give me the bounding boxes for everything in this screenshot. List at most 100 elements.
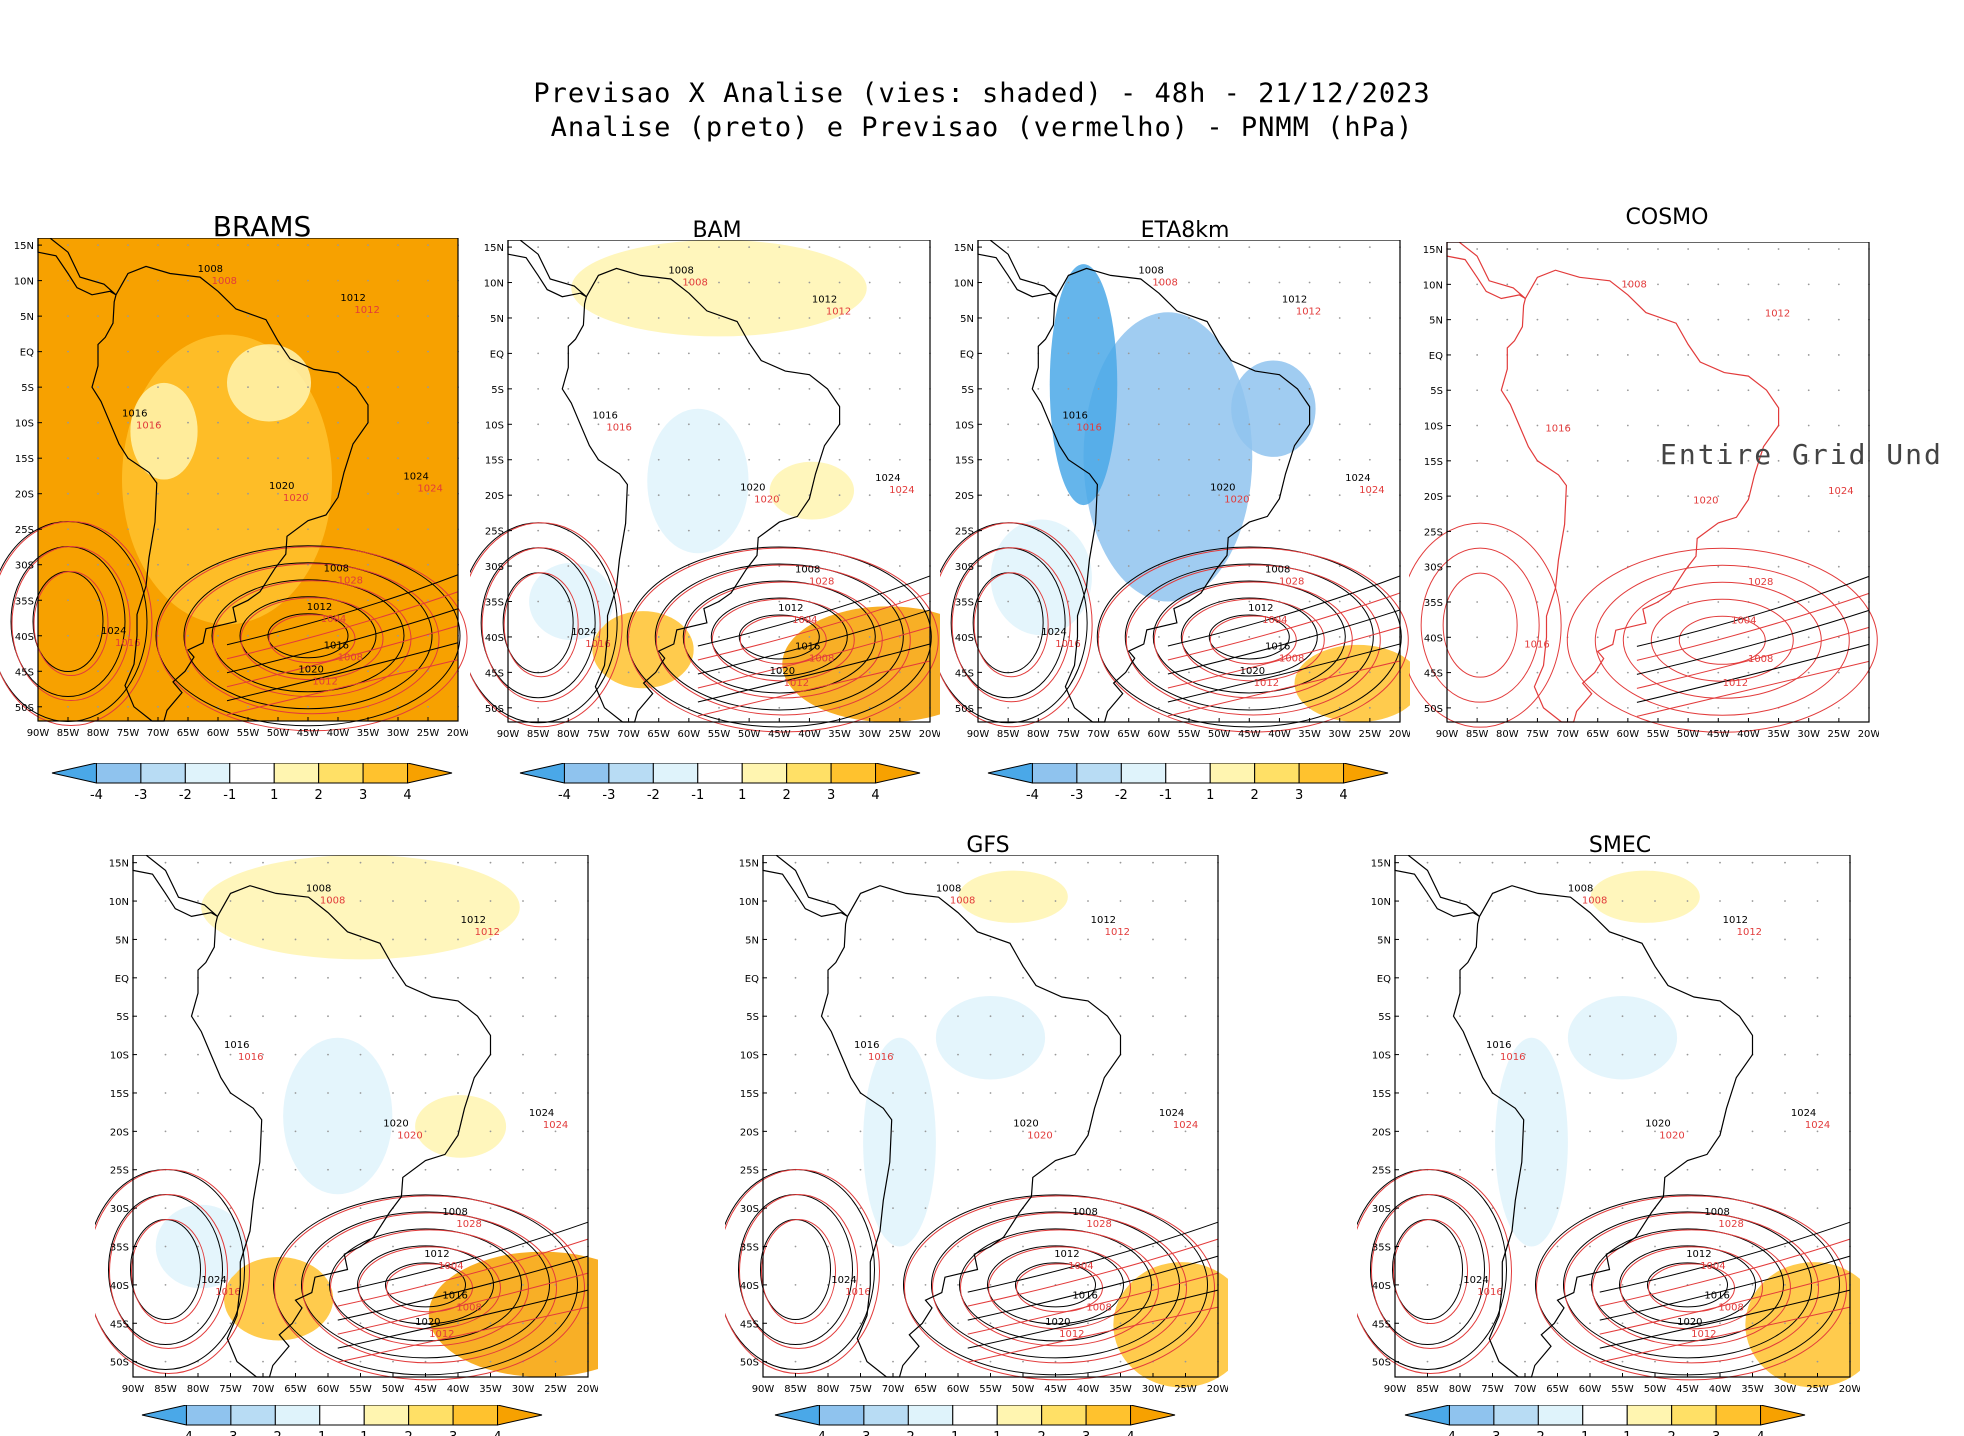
colorbar-segment [273, 763, 320, 784]
lat-tick-label: 10S [485, 420, 504, 431]
lat-tick-label: 5S [1378, 1012, 1391, 1023]
lon-tick-label: 75W [117, 728, 140, 739]
lat-tick-label: 5N [20, 312, 34, 323]
map-panel-6: 1008100810121012101610161020102010241024… [1357, 855, 1860, 1395]
forecast-contour [655, 564, 911, 716]
forecast-contour [683, 581, 883, 699]
lon-tick-label: 25W [1806, 1384, 1829, 1395]
colorbar-segment [140, 763, 186, 784]
lon-tick-label: 20W [1389, 729, 1410, 740]
forecast-contour-label: 1020 [283, 493, 308, 504]
lat-tick-label: 20S [1372, 1127, 1391, 1138]
forecast-contour [268, 614, 356, 664]
colorbar-segment [830, 763, 877, 784]
figure-title-line-1: Previsao X Analise (vies: shaded) - 48h … [533, 78, 1431, 109]
colorbar-segment [1537, 1405, 1584, 1426]
colorbar-segment [1298, 763, 1345, 784]
bias-area-1 [1049, 264, 1118, 506]
lon-tick-label: 70W [1556, 729, 1579, 740]
analysis-contour-label: 1012 [1091, 915, 1116, 926]
analysis-contour-label: 1012 [307, 602, 332, 613]
lon-tick-label: 55W [1647, 729, 1670, 740]
bias-area-0 [201, 855, 520, 960]
lat-tick-label: 15S [15, 454, 34, 465]
lon-tick-label: 30W [1328, 729, 1351, 740]
lat-tick-label: 50S [15, 703, 34, 714]
south-america-coastline [1452, 885, 1754, 1378]
analysis-contour [155, 545, 461, 727]
forecast-contour-label: 1008 [1582, 896, 1607, 907]
colorbar-segment [952, 1405, 998, 1426]
forecast-contour-label: 1008 [1086, 1303, 1111, 1314]
colorbar-label: 1 [1623, 1430, 1631, 1436]
analysis-contour-label: 1008 [1072, 1207, 1097, 1218]
colorbar-label: -4 [813, 1430, 826, 1436]
lon-tick-label: 70W [617, 729, 640, 740]
lon-tick-label: 20W [919, 729, 940, 740]
forecast-contour-label: 1008 [1152, 278, 1177, 289]
lon-tick-label: 75W [1481, 1384, 1504, 1395]
analysis-contour [1167, 609, 1401, 675]
analysis-contour [1167, 575, 1401, 647]
forecast-contour-label: 1012 [312, 677, 337, 688]
lon-tick-label: 45W [414, 1384, 437, 1395]
bias-area-2 [224, 1256, 334, 1341]
lat-tick-label: EQ [1377, 974, 1391, 985]
analysis-contour [1167, 643, 1401, 703]
analysis-contour-label: 1008 [1265, 565, 1290, 576]
colorbar-segment [1582, 1405, 1628, 1426]
analysis-contour [1636, 643, 1870, 703]
forecast-contour-label: 1012 [1723, 678, 1748, 689]
colorbar-segment [95, 763, 142, 784]
forecast-contour [1636, 592, 1870, 661]
colorbar-label: -1 [691, 788, 704, 803]
analysis-contour-label: 1016 [795, 642, 820, 653]
lat-tick-label: 25S [1372, 1166, 1391, 1177]
colorbar-segment [907, 1405, 954, 1426]
analysis-contour [1096, 546, 1402, 728]
colorbar-segment [1165, 763, 1211, 784]
map-panel-2: 1008100810121012101610161020102010241024… [940, 240, 1410, 740]
forecast-contour [739, 1194, 858, 1350]
lon-tick-label: 80W [1027, 729, 1050, 740]
lat-tick-label: 35S [485, 598, 504, 609]
colorbar-4: -4 -3 -2 -1 1 2 3 4 [141, 1405, 543, 1436]
analysis-contour [1015, 1262, 1096, 1308]
lat-tick-label: 40S [740, 1281, 759, 1292]
lon-tick-label: 80W [557, 729, 580, 740]
colorbar-label: 1 [270, 788, 278, 803]
colorbar-left-arrow [987, 763, 1033, 784]
lat-tick-label: 20S [740, 1127, 759, 1138]
bias-area-0 [1495, 1037, 1568, 1247]
forecast-contour-label: 1008 [320, 896, 345, 907]
colorbar-label: -2 [1532, 1430, 1545, 1436]
colorbar-label: -1 [313, 1430, 326, 1436]
forecast-contour [330, 1229, 529, 1347]
forecast-contour-label: 1016 [136, 421, 161, 432]
analysis-contour-label: 1016 [1486, 1040, 1511, 1051]
forecast-contour [131, 1219, 206, 1325]
colorbar-left-arrow [1404, 1405, 1450, 1426]
lon-tick-label: 80W [87, 728, 110, 739]
lat-tick-label: 5N [115, 935, 129, 946]
lat-tick-label: 50S [110, 1358, 129, 1369]
lat-tick-label: 25S [110, 1166, 129, 1177]
south-america-coastline [820, 885, 1122, 1378]
lon-tick-label: 50W [1677, 729, 1700, 740]
analysis-contour-label: 1008 [324, 563, 349, 574]
forecast-contour-label: 1012 [429, 1329, 454, 1340]
bias-area-2 [1231, 360, 1316, 457]
analysis-contour-label: 1020 [415, 1317, 440, 1328]
colorbar-segment [363, 1405, 410, 1426]
central-america-coastline [1394, 855, 1480, 918]
lon-tick-label: 20W [1839, 1384, 1860, 1395]
lon-tick-label: 70W [147, 728, 170, 739]
lat-tick-label: 10S [15, 419, 34, 430]
lat-tick-label: EQ [115, 974, 129, 985]
lat-tick-label: 30S [1424, 563, 1443, 574]
lat-tick-label: 35S [15, 596, 34, 607]
lat-tick-label: 45S [1372, 1319, 1391, 1330]
undefined-grid-notice: Entire Grid Und [1660, 438, 1943, 471]
colorbar-label: 3 [1082, 1430, 1090, 1436]
analysis-contour [959, 1228, 1152, 1342]
